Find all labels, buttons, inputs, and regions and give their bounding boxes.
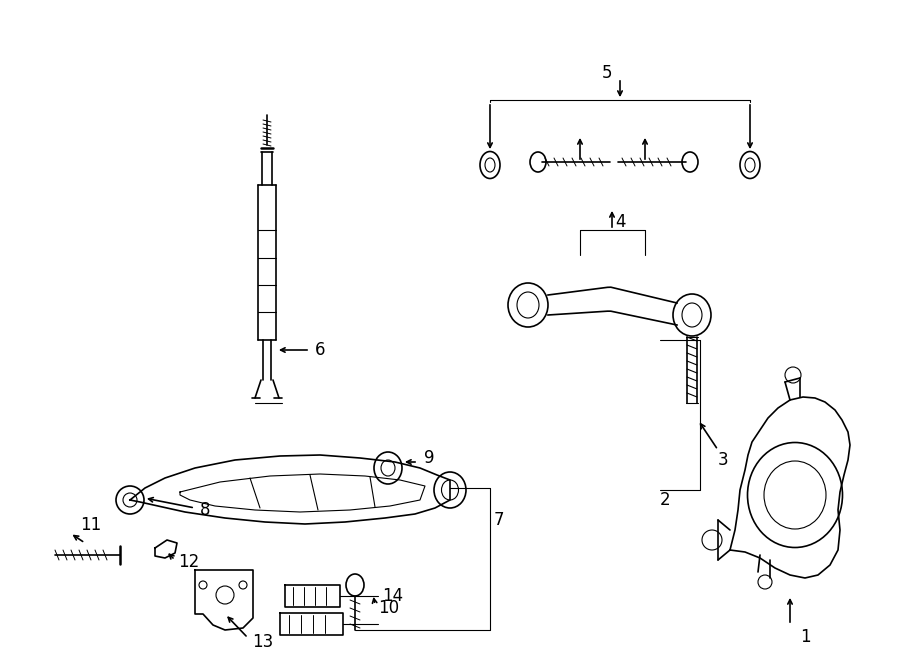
Text: 13: 13	[252, 633, 274, 651]
Text: 12: 12	[178, 553, 199, 571]
Text: 7: 7	[494, 511, 505, 529]
Text: 14: 14	[382, 587, 403, 605]
Text: 3: 3	[718, 451, 729, 469]
Text: 10: 10	[378, 599, 399, 617]
Text: 11: 11	[80, 516, 101, 534]
Text: 9: 9	[424, 449, 435, 467]
Text: 6: 6	[315, 341, 326, 359]
Text: 5: 5	[602, 64, 612, 82]
Text: 2: 2	[660, 491, 670, 509]
Text: 8: 8	[200, 501, 211, 519]
Text: 4: 4	[615, 213, 626, 231]
Text: 1: 1	[800, 628, 811, 646]
